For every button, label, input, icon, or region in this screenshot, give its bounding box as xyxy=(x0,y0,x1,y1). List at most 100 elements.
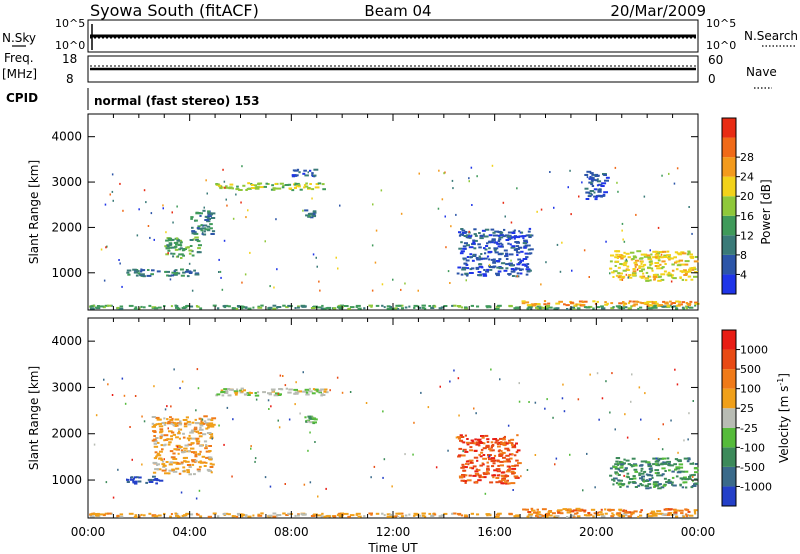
range-cell xyxy=(610,307,615,310)
range-cell xyxy=(173,461,178,464)
range-cell xyxy=(622,307,626,310)
range-cell xyxy=(496,459,500,462)
range-cell xyxy=(269,485,272,488)
range-cell xyxy=(205,461,208,464)
range-cell xyxy=(153,457,157,460)
range-cell xyxy=(486,255,490,258)
range-cell xyxy=(321,183,325,186)
range-cell xyxy=(276,268,278,271)
range-cell xyxy=(456,272,460,275)
range-cell xyxy=(642,272,645,275)
range-cell xyxy=(541,306,546,309)
range-cell xyxy=(168,274,172,277)
colorbar-segment xyxy=(722,466,736,487)
range-cell xyxy=(194,454,198,456)
range-cell xyxy=(652,301,658,303)
range-cell xyxy=(201,231,204,234)
range-cell xyxy=(637,307,640,310)
range-cell xyxy=(463,242,468,245)
range-cell xyxy=(397,308,400,310)
range-cell xyxy=(136,234,139,237)
range-cell xyxy=(661,513,665,516)
range-cell xyxy=(240,201,242,204)
range-cell xyxy=(566,511,572,514)
range-cell xyxy=(102,514,106,517)
range-cell xyxy=(482,463,485,466)
range-cell xyxy=(508,304,513,307)
range-cell xyxy=(662,484,667,487)
range-cell xyxy=(689,474,694,477)
range-cell xyxy=(174,248,179,251)
range-cell xyxy=(293,392,296,395)
range-cell xyxy=(466,441,470,444)
range-cell xyxy=(295,182,300,185)
range-cell xyxy=(592,307,595,310)
range-cell xyxy=(260,512,264,515)
range-cell xyxy=(649,263,652,266)
range-cell xyxy=(244,306,248,309)
range-cell xyxy=(241,281,243,284)
range-cell xyxy=(604,301,607,304)
range-cell xyxy=(273,394,279,397)
range-cell xyxy=(654,469,660,472)
range-cell xyxy=(465,460,469,463)
range-cell xyxy=(487,250,493,253)
range-cell xyxy=(516,254,519,256)
range-cell xyxy=(646,300,652,303)
range-cell xyxy=(488,448,492,451)
range-cell xyxy=(363,515,366,518)
range-cell xyxy=(471,467,475,470)
range-cell xyxy=(543,514,549,517)
range-cell xyxy=(193,231,197,234)
range-cell xyxy=(614,250,617,253)
range-cell xyxy=(497,253,503,256)
range-cell xyxy=(643,255,649,258)
range-cell xyxy=(522,258,528,260)
range-cell xyxy=(404,514,408,517)
range-cell xyxy=(200,224,203,227)
range-cell xyxy=(142,275,146,278)
range-cell xyxy=(183,447,188,450)
range-cell xyxy=(614,166,617,169)
range-cell xyxy=(138,208,140,211)
range-cell xyxy=(483,476,487,479)
range-cell xyxy=(605,176,610,179)
range-cell xyxy=(188,249,193,252)
range-cell xyxy=(198,465,202,468)
range-cell xyxy=(659,263,662,266)
range-cell xyxy=(314,441,316,443)
range-cell xyxy=(679,477,685,480)
range-cell xyxy=(418,172,420,175)
range-cell xyxy=(637,515,640,518)
range-cell xyxy=(210,435,214,438)
range-cell xyxy=(653,512,658,515)
range-cell xyxy=(651,514,654,517)
range-cell xyxy=(452,187,454,190)
range-cell xyxy=(268,514,273,517)
range-cell xyxy=(159,479,164,482)
range-cell xyxy=(240,307,244,310)
range-cell xyxy=(218,424,220,427)
range-cell xyxy=(508,465,511,468)
y-tick-label: 4000 xyxy=(51,130,82,144)
range-cell xyxy=(163,417,166,420)
range-cell xyxy=(499,233,503,236)
range-cell xyxy=(612,276,615,278)
range-cell xyxy=(660,267,664,270)
range-cell xyxy=(482,273,487,276)
range-cell xyxy=(676,383,679,386)
range-cell xyxy=(657,255,662,258)
range-cell xyxy=(435,466,438,469)
range-cell xyxy=(686,514,689,516)
range-cell xyxy=(464,514,468,517)
range-cell xyxy=(498,474,501,477)
range-cell xyxy=(526,515,530,518)
range-cell xyxy=(438,307,443,310)
range-cell xyxy=(658,512,662,515)
range-cell xyxy=(676,459,682,462)
range-cell xyxy=(684,478,689,481)
range-cell xyxy=(628,276,633,279)
range-cell xyxy=(617,474,621,476)
range-cell xyxy=(220,276,222,279)
range-cell xyxy=(347,515,351,518)
